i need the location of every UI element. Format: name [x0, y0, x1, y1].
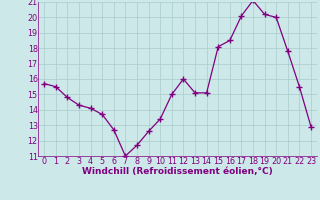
X-axis label: Windchill (Refroidissement éolien,°C): Windchill (Refroidissement éolien,°C) — [82, 167, 273, 176]
